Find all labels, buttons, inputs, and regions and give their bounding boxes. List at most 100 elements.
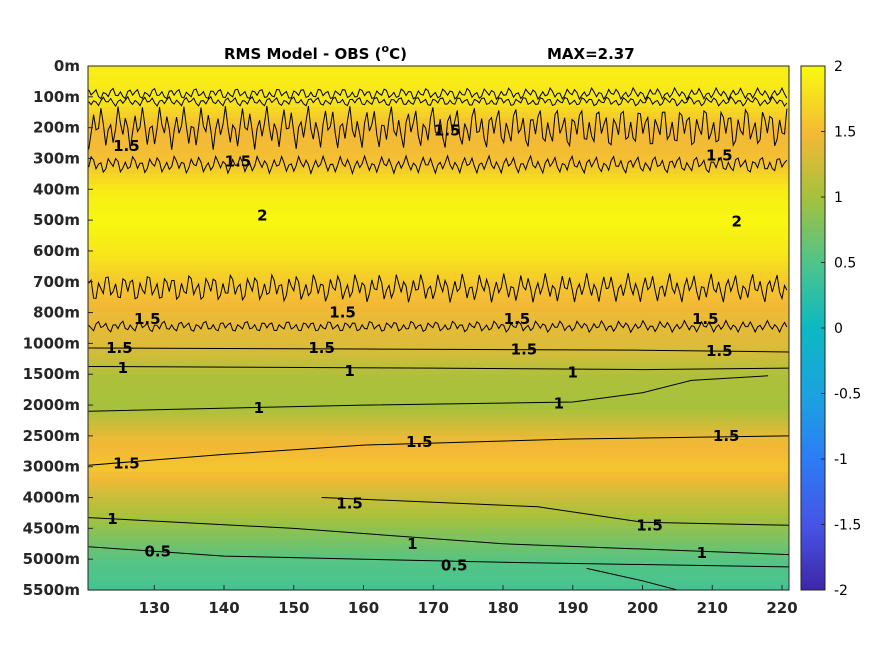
plot-frame: [87, 65, 790, 591]
depth-band-500m: [88, 230, 789, 237]
contour-label: 2: [731, 213, 741, 231]
y-tick-label: 2000m: [23, 396, 80, 414]
y-tick-label: 1500m: [23, 365, 80, 383]
depth-band-1000m: [88, 343, 789, 350]
colorbar-tick-label: 0: [834, 321, 843, 337]
depth-band-4500m: [88, 538, 789, 545]
x-tick-label: 210: [697, 599, 728, 617]
depth-band-5000m: [88, 579, 789, 586]
depth-band-300m: [88, 179, 789, 185]
depth-band-100m: [88, 112, 789, 118]
contour-1.5-200m-lower: [88, 154, 788, 176]
contour-label: 1.5: [308, 339, 335, 357]
depth-band-4000m: [88, 512, 789, 519]
depth-band-4000m: [88, 518, 789, 524]
depth-band-2500m: [88, 441, 789, 447]
contour-1.5-near-surface: [88, 95, 788, 108]
contour-label: 1.5: [434, 122, 461, 140]
depth-band-1000m: [88, 363, 789, 370]
y-tick-label: 100m: [33, 88, 80, 106]
depth-band-4500m: [88, 554, 789, 560]
depth-band-2000m: [88, 430, 789, 437]
contour-label: 2: [257, 206, 267, 224]
contour-1-4000m: [88, 517, 790, 556]
depth-band-400m: [88, 189, 789, 196]
depth-band-700m: [88, 302, 789, 309]
depth-band-0m: [88, 86, 789, 93]
contour-label: 1.5: [692, 310, 719, 328]
depth-band-800m: [88, 333, 789, 339]
depth-band-0m: [88, 76, 789, 83]
y-tick-label: 800m: [33, 304, 80, 322]
depth-band-2000m: [88, 410, 789, 416]
depth-band-5000m: [88, 564, 789, 571]
contour-label: 1.5: [511, 341, 538, 359]
depth-band-2500m: [88, 456, 789, 463]
title-unit: C): [389, 45, 407, 63]
depth-band-4500m: [88, 543, 789, 550]
depth-band-700m: [88, 292, 789, 298]
depth-band-300m: [88, 158, 789, 165]
depth-band-400m: [88, 209, 789, 216]
depth-band-5000m: [88, 569, 789, 576]
contour-label: 1: [344, 362, 354, 380]
contour-labels: 1.5 1.5 1.5 1.51 1 11 11.51.5 1.51.51.51110.50.…: [106, 122, 742, 575]
contour-label: 1: [407, 535, 417, 553]
depth-band-1500m: [88, 374, 789, 380]
depth-band-700m: [88, 281, 789, 288]
x-tick-label: 140: [208, 599, 239, 617]
depth-band-4000m: [88, 497, 789, 504]
y-tick-label: 0m: [54, 57, 80, 75]
depth-band-200m: [88, 153, 789, 160]
depth-band-3000m: [88, 476, 789, 483]
depth-band-5000m: [88, 584, 789, 591]
contour-label: 1.5: [106, 339, 133, 357]
contour-label: 1: [254, 399, 264, 417]
depth-band-400m: [88, 214, 789, 221]
contour-1.5-2500m: [88, 435, 790, 466]
y-tick-label: 600m: [33, 242, 80, 260]
max-value-label: MAX=2.37: [547, 45, 635, 63]
depth-band-1500m: [88, 389, 789, 396]
colorbar-tick-label: 2: [834, 59, 843, 75]
plot-title: RMS Model - OBS (oC) MAX=2.37: [224, 42, 635, 63]
contour-label: 1.5: [713, 427, 740, 445]
x-tick-label: 150: [278, 599, 309, 617]
depth-band-500m: [88, 220, 789, 226]
depth-band-2500m: [88, 451, 789, 458]
depth-band-700m: [88, 286, 789, 293]
colorbar-tick-label: -0.5: [834, 387, 861, 403]
depth-band-500m: [88, 240, 789, 247]
contour-1-1500m: [88, 366, 790, 371]
depth-band-200m: [88, 132, 789, 139]
depth-band-0m: [88, 66, 789, 72]
depth-band-0m: [88, 81, 789, 88]
depth-band-2500m: [88, 446, 789, 452]
depth-band-1000m: [88, 353, 789, 360]
colorbar-tick-label: -1: [834, 452, 848, 468]
contour-1.5-1000m: [88, 347, 790, 353]
depth-band-2000m: [88, 405, 789, 411]
contour-label: 1.5: [329, 304, 356, 322]
depth-band-100m: [88, 117, 789, 124]
depth-band-4500m: [88, 528, 789, 535]
depth-band-500m: [88, 225, 789, 231]
title-degree-sup: o: [382, 42, 390, 55]
colorbar-tick-label: -1.5: [834, 518, 861, 534]
depth-band-2500m: [88, 435, 789, 442]
y-tick-label: 5000m: [23, 550, 80, 568]
contour-2-surface: [88, 86, 788, 101]
depth-band-1500m: [88, 379, 789, 386]
colorbar-tick-label: -2: [834, 583, 848, 599]
y-tick-label: 200m: [33, 119, 80, 137]
y-tick-label: 3000m: [23, 458, 80, 476]
depth-band-1500m: [88, 394, 789, 401]
y-tick-label: 500m: [33, 211, 80, 229]
depth-band-500m: [88, 245, 789, 252]
x-tick-label: 160: [348, 599, 379, 617]
depth-band-2000m: [88, 415, 789, 422]
contour-1.5-700m: [88, 273, 788, 303]
contour-label: 1.5: [134, 310, 161, 328]
depth-band-600m: [88, 266, 789, 273]
y-tick-label: 700m: [33, 273, 80, 291]
